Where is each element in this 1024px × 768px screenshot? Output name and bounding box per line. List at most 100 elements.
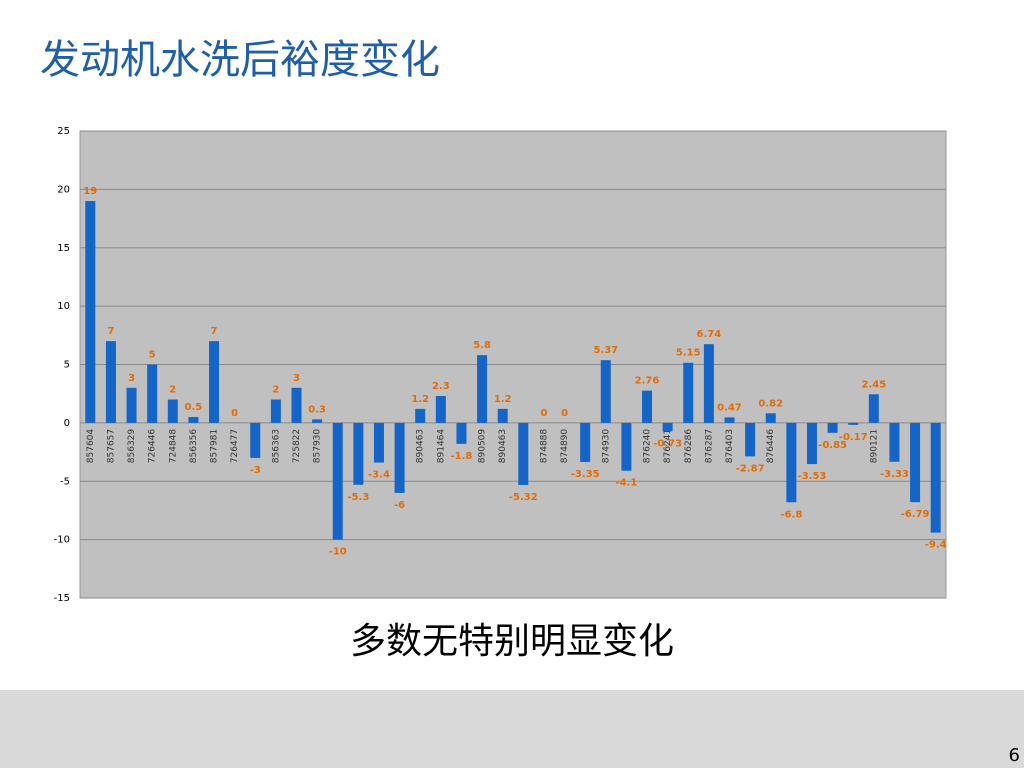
- bar: [497, 408, 508, 423]
- value-label: -3.53: [798, 471, 827, 482]
- bar: [477, 355, 488, 423]
- bar: [250, 422, 261, 458]
- value-label: -6: [394, 500, 405, 511]
- y-tick-label: 5: [64, 360, 70, 371]
- slide-title: 发动机水洗后裕度变化: [40, 37, 440, 83]
- bar: [703, 344, 714, 423]
- bar: [415, 408, 426, 423]
- value-label: -0.73: [653, 438, 682, 449]
- value-label: -0.17: [839, 432, 868, 443]
- y-tick-label: 25: [57, 126, 70, 137]
- bar: [353, 422, 364, 485]
- value-label: 0.47: [717, 402, 742, 413]
- bar: [930, 422, 941, 533]
- bar: [765, 413, 776, 423]
- value-label: 0.82: [758, 398, 783, 409]
- x-tick-label: 890121: [869, 429, 879, 463]
- x-tick-label: 874890: [560, 429, 570, 464]
- y-tick-label: 20: [57, 184, 70, 195]
- x-tick-label: 876286: [684, 429, 694, 464]
- value-label: 7: [211, 326, 218, 337]
- value-label: -1.8: [451, 451, 473, 462]
- value-label: -3.33: [880, 469, 909, 480]
- bar: [889, 422, 900, 462]
- bar: [332, 422, 343, 540]
- bar: [600, 360, 611, 423]
- bar: [518, 422, 529, 485]
- page-number: 6: [1009, 745, 1020, 766]
- value-label: 5.37: [593, 345, 618, 356]
- y-tick-label: -15: [54, 593, 70, 604]
- x-tick-label: 876241: [663, 429, 673, 463]
- value-label: -6.8: [780, 509, 802, 520]
- x-tick-label: 891464: [436, 429, 446, 464]
- bar: [126, 387, 137, 423]
- value-label: -9.4: [925, 540, 947, 551]
- value-label: 2: [272, 385, 279, 396]
- value-label: 2.76: [635, 376, 660, 387]
- bar: [683, 362, 694, 423]
- bar: [580, 422, 591, 462]
- x-tick-label: 856356: [189, 429, 199, 464]
- value-label: -2.87: [736, 463, 765, 474]
- x-tick-label: 876240: [643, 429, 653, 464]
- value-label: 2: [169, 385, 176, 396]
- x-tick-label: 890463: [416, 429, 426, 463]
- value-label: 5.15: [676, 348, 701, 359]
- value-label: -4.1: [615, 478, 637, 489]
- x-tick-label: 857930: [313, 429, 323, 464]
- bar: [373, 422, 384, 463]
- bar: [786, 422, 797, 503]
- value-label: 3: [128, 373, 135, 384]
- value-label: 1.2: [494, 394, 512, 405]
- value-label: -5.3: [347, 492, 369, 503]
- bar: [621, 422, 632, 471]
- bar: [167, 399, 178, 423]
- x-tick-label: 890509: [478, 429, 488, 464]
- x-tick-label: 857657: [106, 429, 116, 463]
- value-label: -3.35: [571, 469, 600, 480]
- bar: [848, 422, 859, 425]
- y-tick-label: 15: [57, 243, 70, 254]
- value-label: 2.3: [432, 381, 450, 392]
- x-tick-label: 874888: [539, 429, 549, 464]
- x-tick-label: 876446: [766, 429, 776, 464]
- bar: [456, 422, 467, 444]
- value-label: -0.85: [818, 440, 847, 451]
- bar: [642, 390, 653, 423]
- bar: [105, 341, 116, 423]
- x-tick-label: 856363: [271, 429, 281, 463]
- y-tick-label: -10: [54, 535, 70, 546]
- bar: [868, 394, 879, 423]
- bar: [435, 396, 446, 423]
- value-label: 0.3: [308, 404, 326, 415]
- value-label: -5.32: [509, 492, 538, 503]
- value-label: 3: [293, 373, 300, 384]
- x-tick-label: 725822: [292, 429, 302, 463]
- bar: [312, 419, 323, 423]
- y-tick-label: 0: [64, 418, 70, 429]
- bar: [291, 387, 302, 423]
- value-label: 5.8: [473, 340, 491, 351]
- y-tick-label: 10: [57, 301, 70, 312]
- value-label: 0.5: [185, 402, 203, 413]
- value-label: 2.45: [861, 379, 886, 390]
- value-label: 7: [107, 326, 114, 337]
- x-tick-label: 890463: [498, 429, 508, 463]
- caption: 多数无特别明显变化: [350, 621, 674, 662]
- y-tick-label: -5: [60, 476, 70, 487]
- value-label: 1.2: [411, 394, 429, 405]
- x-tick-label: 724848: [168, 429, 178, 464]
- x-tick-label: 876287: [704, 429, 714, 463]
- bar: [724, 417, 735, 423]
- value-label: 0: [231, 408, 238, 419]
- bar: [85, 201, 96, 423]
- bar: [910, 422, 921, 503]
- bar: [394, 422, 405, 493]
- bar: [827, 422, 838, 433]
- bar: [270, 399, 281, 423]
- x-tick-label: 857981: [210, 429, 220, 463]
- x-tick-label: 726477: [230, 429, 240, 463]
- bar: [745, 422, 756, 457]
